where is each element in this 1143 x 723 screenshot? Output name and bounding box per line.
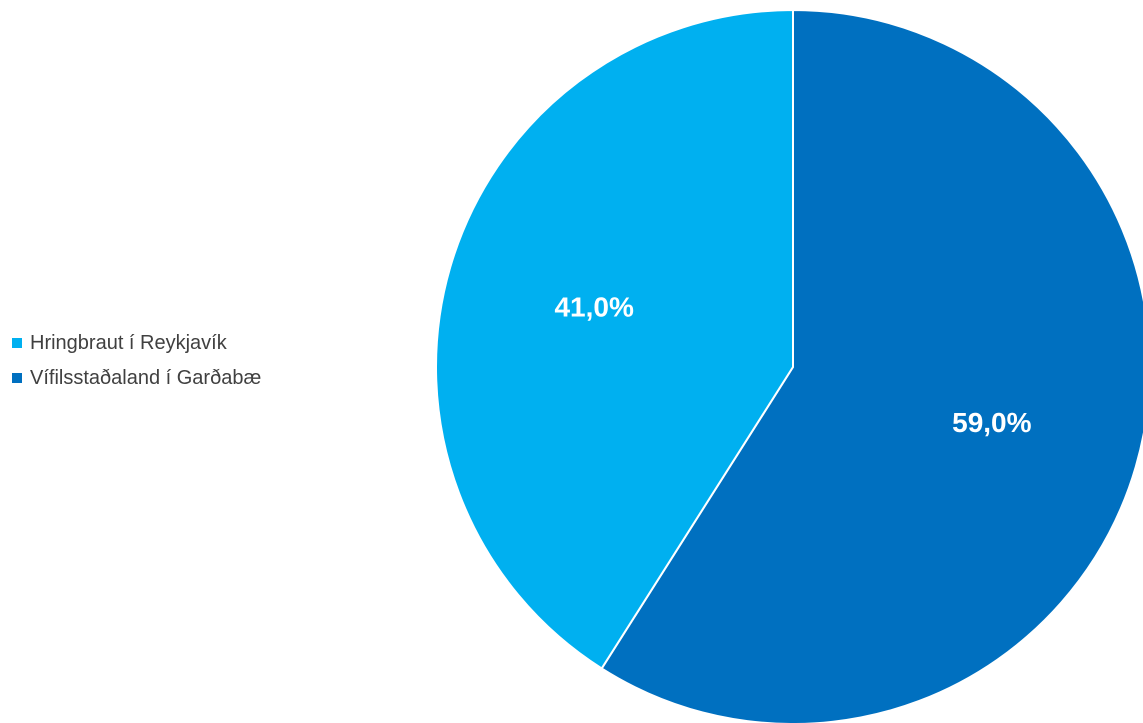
pie-slice-hringbraut	[435, 8, 794, 670]
legend-item-hringbraut: Hringbraut í Reykjavík	[12, 330, 261, 356]
legend-label-vifilsstadaland: Vífilsstaðaland í Garðabæ	[30, 366, 262, 389]
legend-swatch-hringbraut	[12, 338, 22, 348]
slice-label-hringbraut: 41,0%	[554, 292, 633, 323]
legend-swatch-vifilsstadaland	[12, 373, 22, 383]
legend-label-hringbraut: Hringbraut í Reykjavík	[30, 331, 227, 354]
legend-item-vifilsstadaland: Vífilsstaðaland í Garðabæ	[12, 365, 261, 391]
legend: Hringbraut í Reykjavík Vífilsstaðaland í…	[12, 330, 261, 400]
slice-label-vifilsstadaland: 59,0%	[952, 407, 1031, 438]
pie-slice-vifilsstadaland	[600, 8, 1143, 723]
